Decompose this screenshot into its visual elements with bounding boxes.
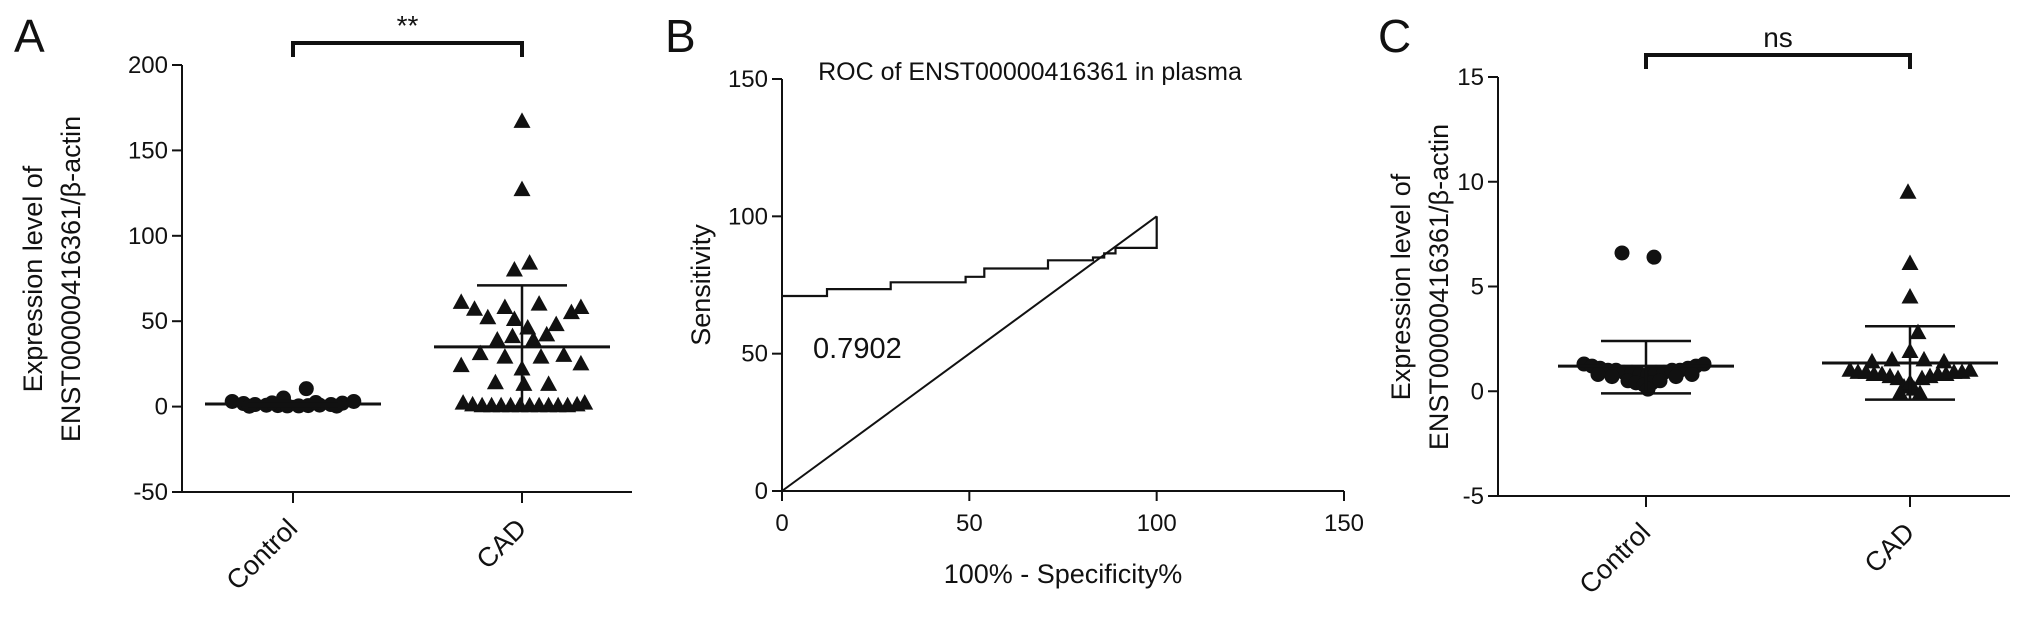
roc-curve bbox=[782, 216, 1158, 298]
series-control bbox=[205, 381, 381, 414]
significance-bracket bbox=[291, 41, 524, 57]
significance-label: ns bbox=[1763, 22, 1793, 53]
data-point bbox=[513, 180, 531, 197]
series-control bbox=[1558, 245, 1734, 397]
x-tick-label: 0 bbox=[775, 510, 788, 537]
x-axis-title: 100% - Specificity% bbox=[944, 559, 1183, 589]
panel-a: A -50 0 50 100 150 200 Control CAD Expression lev… bbox=[14, 10, 632, 596]
data-point bbox=[346, 393, 362, 409]
data-point bbox=[479, 308, 497, 325]
panel-letter: C bbox=[1378, 10, 1411, 62]
significance-bracket bbox=[1644, 53, 1912, 69]
data-point bbox=[1863, 352, 1881, 369]
y-tick-label: 150 bbox=[128, 137, 168, 164]
data-point bbox=[555, 346, 573, 362]
data-point bbox=[488, 330, 506, 347]
y-axis-title-line-1: Expression level of bbox=[1386, 173, 1416, 400]
x-category-label: Control bbox=[1573, 517, 1656, 600]
data-point bbox=[1652, 373, 1668, 389]
y-tick-label: 0 bbox=[755, 478, 768, 505]
y-axis-title-line-2: ENST00000416361/β-actin bbox=[1424, 124, 1454, 450]
chart-title: ROC of ENST00000416361 in plasma bbox=[818, 58, 1242, 86]
data-point bbox=[496, 348, 514, 364]
data-point bbox=[1911, 384, 1929, 400]
data-point bbox=[515, 375, 533, 391]
x-category-label: CAD bbox=[1859, 517, 1921, 579]
data-point bbox=[547, 315, 565, 332]
data-point bbox=[466, 300, 483, 316]
y-tick-label: 5 bbox=[1471, 274, 1484, 301]
data-point bbox=[532, 348, 550, 364]
y-tick-label: -50 bbox=[133, 479, 168, 506]
data-point bbox=[1935, 352, 1953, 369]
auc-annotation: 0.7902 bbox=[813, 333, 902, 365]
x-category-label: CAD bbox=[471, 513, 533, 575]
y-tick-label: -5 bbox=[1463, 483, 1484, 510]
x-tick-label: 100 bbox=[1137, 510, 1177, 537]
data-point bbox=[572, 354, 590, 371]
y-tick-label: 0 bbox=[1471, 378, 1484, 405]
y-tick-label: 50 bbox=[141, 308, 168, 335]
data-point bbox=[505, 260, 523, 277]
data-point bbox=[298, 381, 314, 397]
data-point bbox=[1590, 366, 1606, 382]
data-point bbox=[452, 293, 470, 309]
data-point bbox=[1696, 356, 1712, 372]
data-point bbox=[504, 327, 521, 344]
y-tick-label: 0 bbox=[155, 394, 168, 421]
data-point bbox=[486, 373, 504, 390]
y-tick-label: 200 bbox=[128, 52, 168, 79]
data-point bbox=[519, 319, 537, 335]
panel-letter: B bbox=[665, 10, 696, 62]
y-axis-title: Sensitivity bbox=[686, 224, 716, 346]
data-point bbox=[562, 303, 580, 320]
significance-label: ** bbox=[397, 10, 419, 41]
x-tick-label: 150 bbox=[1324, 510, 1364, 537]
series-cad bbox=[1822, 183, 1998, 401]
data-point bbox=[572, 298, 590, 315]
data-point bbox=[1646, 249, 1662, 265]
data-point bbox=[521, 254, 539, 270]
y-tick-label: 10 bbox=[1457, 169, 1484, 196]
y-tick-label: 100 bbox=[728, 203, 768, 230]
data-point bbox=[576, 394, 594, 410]
x-category-label: Control bbox=[220, 513, 303, 596]
data-point bbox=[1684, 366, 1700, 382]
data-point bbox=[1614, 245, 1630, 261]
y-tick-label: 100 bbox=[128, 223, 168, 250]
data-point bbox=[538, 325, 556, 342]
data-point bbox=[1961, 361, 1979, 377]
reference-diagonal bbox=[781, 215, 1158, 492]
y-tick-label: 15 bbox=[1457, 64, 1484, 91]
panel-c: C -5 0 5 10 15 Control CAD Expression level of EN… bbox=[1378, 10, 2010, 600]
data-point bbox=[1668, 369, 1684, 385]
data-point bbox=[530, 295, 548, 311]
y-tick-label: 150 bbox=[728, 66, 768, 93]
data-point bbox=[513, 112, 531, 128]
data-point bbox=[505, 310, 523, 326]
data-point bbox=[540, 375, 558, 391]
panel-b: B ROC of ENST00000416361 in plasma 0 50 100 1… bbox=[665, 10, 1364, 589]
series-cad bbox=[434, 112, 610, 413]
y-axis-title-line-1: Expression level of bbox=[18, 165, 48, 392]
data-point bbox=[1901, 254, 1919, 270]
y-tick-label: 50 bbox=[741, 341, 768, 368]
data-point bbox=[1891, 384, 1909, 400]
data-point bbox=[471, 344, 489, 361]
data-point bbox=[1899, 183, 1917, 199]
data-point bbox=[1901, 287, 1919, 304]
panel-letter: A bbox=[14, 10, 45, 62]
data-point bbox=[524, 330, 542, 347]
data-point bbox=[1909, 323, 1927, 340]
data-point bbox=[1604, 369, 1620, 385]
x-tick-label: 50 bbox=[956, 510, 983, 537]
y-axis-title-line-2: ENST00000416361/β-actin bbox=[56, 116, 86, 442]
data-point bbox=[496, 298, 514, 315]
data-point bbox=[452, 356, 470, 373]
